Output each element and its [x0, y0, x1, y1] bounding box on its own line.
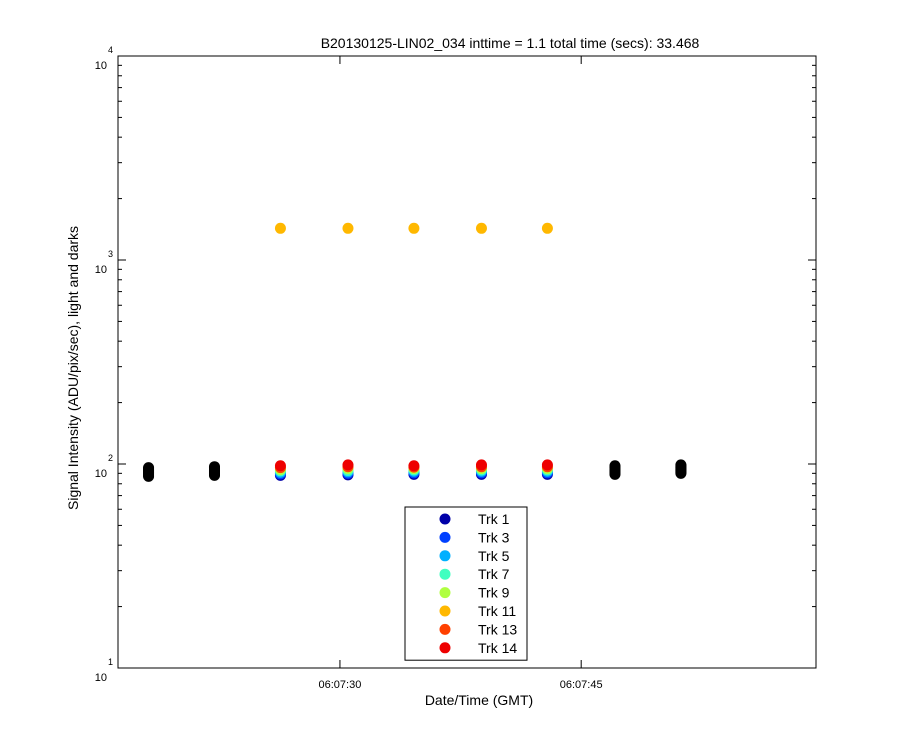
legend-marker: [439, 642, 451, 654]
legend-label: Trk 9: [478, 585, 510, 601]
legend-box: [404, 506, 528, 661]
legend-marker: [439, 587, 451, 599]
legend-marker: [439, 513, 451, 525]
y-tick-label: 10: [95, 60, 107, 72]
legend-label: Trk 7: [478, 566, 510, 582]
y-tick-exponent: 2: [108, 453, 113, 463]
y-tick-label: 10: [95, 264, 107, 276]
x-axis: 06:07:30 06:07:45: [319, 56, 603, 691]
chart-title: B20130125-LIN02_034 inttime = 1.1 total …: [321, 35, 700, 51]
dark-frame-point: [208, 461, 220, 473]
data-point-trk-11: [408, 222, 420, 234]
data-point-trk-11: [274, 222, 286, 234]
legend-label: Trk 3: [478, 529, 510, 545]
data-point-trk-14: [475, 459, 487, 471]
plot-frame: [117, 55, 817, 669]
legend-label: Trk 13: [478, 621, 517, 637]
legend-label: Trk 5: [478, 548, 510, 564]
legend-marker: [439, 623, 451, 635]
y-tick-exponent: 1: [108, 657, 113, 667]
x-axis-label: Date/Time (GMT): [425, 692, 533, 708]
y-tick-exponent: 4: [108, 45, 113, 55]
data-point-trk-11: [475, 222, 487, 234]
data-point-trk-14: [342, 459, 354, 471]
legend-label: Trk 1: [478, 511, 510, 527]
data-point-trk-11: [342, 222, 354, 234]
legend-label: Trk 14: [478, 640, 517, 656]
y-axis-label: Signal Intensity (ADU/pix/sec), light an…: [65, 226, 81, 510]
dark-frame-point: [609, 460, 621, 472]
y-tick-label: 10: [95, 468, 107, 480]
legend-marker: [439, 550, 451, 562]
y-tick-exponent: 3: [108, 249, 113, 259]
dark-frame-point: [675, 459, 687, 471]
legend-marker: [439, 531, 451, 543]
dark-frame-point: [143, 462, 155, 474]
x-tick-label: 06:07:30: [319, 679, 362, 691]
y-tick-label: 10: [95, 672, 107, 684]
data-marks: [143, 222, 687, 482]
legend-marker: [439, 605, 451, 617]
x-tick-label: 06:07:45: [560, 679, 603, 691]
legend-label: Trk 11: [478, 603, 516, 619]
legend-marker: [439, 568, 451, 580]
data-point-trk-14: [274, 460, 286, 472]
data-point-trk-14: [541, 459, 553, 471]
legend: Trk 1 Trk 3 Trk 5 Trk 7 Trk 9 Trk 11 Trk 13 Trk…: [404, 506, 528, 661]
data-point-trk-14: [408, 460, 420, 472]
data-point-trk-11: [541, 222, 553, 234]
